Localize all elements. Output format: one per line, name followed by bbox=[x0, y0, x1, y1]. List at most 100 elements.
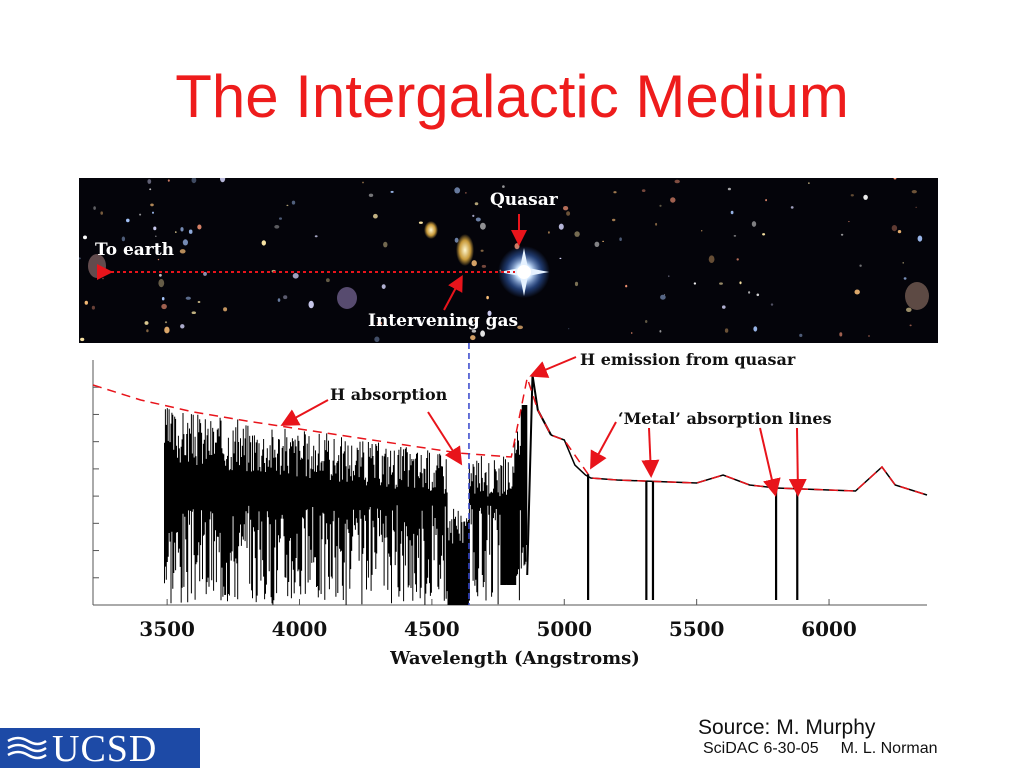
galaxy-dot bbox=[152, 211, 154, 214]
galaxy-dot bbox=[286, 204, 289, 207]
galaxy-dot bbox=[179, 249, 186, 254]
galaxy-dot bbox=[390, 190, 394, 193]
to-earth-label: To earth bbox=[95, 240, 174, 260]
absorption-forest bbox=[164, 405, 528, 605]
galaxy-dot bbox=[727, 187, 732, 191]
galaxy-dot bbox=[612, 218, 616, 222]
spiral-galaxy bbox=[905, 282, 929, 310]
galaxy-dot bbox=[566, 211, 571, 216]
galaxy-dot bbox=[377, 321, 383, 326]
galaxy-dot bbox=[144, 321, 149, 325]
x-tick-label: 5500 bbox=[669, 617, 725, 641]
galaxy-dot bbox=[502, 185, 505, 188]
galaxy-dot bbox=[83, 235, 87, 240]
galaxy bbox=[424, 221, 438, 239]
galaxy-dot bbox=[180, 324, 185, 329]
galaxy-dot bbox=[167, 179, 170, 182]
galaxy-dot bbox=[326, 278, 330, 283]
galaxy-dot bbox=[660, 294, 666, 300]
galaxy-dot bbox=[799, 333, 803, 337]
source-credit: Source: M. Murphy bbox=[698, 716, 876, 739]
galaxy-dot bbox=[893, 178, 897, 180]
sky-image-art bbox=[79, 178, 929, 343]
galaxy-dot bbox=[547, 231, 550, 234]
emission-peak bbox=[526, 374, 552, 576]
galaxy-dot bbox=[850, 194, 854, 197]
galaxy-dot bbox=[274, 225, 280, 229]
galaxy-dot bbox=[915, 206, 918, 208]
galaxy-dot bbox=[625, 284, 628, 288]
galaxy-dot bbox=[670, 197, 676, 203]
galaxy-dot bbox=[362, 181, 364, 184]
galaxy-dot bbox=[751, 221, 757, 227]
galaxy-dot bbox=[733, 235, 737, 237]
footer-author: M. L. Norman bbox=[840, 740, 938, 757]
galaxy-dot bbox=[574, 281, 579, 287]
galaxy-dot bbox=[261, 240, 266, 246]
spectrum-lines bbox=[92, 374, 928, 576]
logo-text: UCSD bbox=[52, 728, 158, 770]
galaxy-dot bbox=[383, 241, 388, 248]
galaxy-dot bbox=[223, 307, 228, 312]
galaxy-dot bbox=[868, 335, 870, 337]
galaxy-dot bbox=[481, 264, 487, 268]
x-tick-label: 4000 bbox=[272, 617, 328, 641]
galaxy-dot bbox=[157, 258, 160, 261]
galaxy-dot bbox=[159, 273, 162, 277]
galaxy-dot bbox=[153, 226, 157, 231]
galaxy-dot bbox=[563, 206, 569, 211]
galaxy-dot bbox=[558, 223, 564, 230]
galaxy-dot bbox=[748, 291, 751, 294]
slide-title: The Intergalactic Medium bbox=[175, 63, 849, 130]
h-absorption-label: H absorption bbox=[330, 385, 448, 404]
x-tick-label: 6000 bbox=[801, 617, 857, 641]
galaxy-dot bbox=[663, 294, 666, 296]
galaxy-dot bbox=[909, 324, 912, 327]
galaxy-dot bbox=[220, 178, 226, 183]
galaxy-dot bbox=[149, 188, 152, 191]
galaxy-dot bbox=[765, 199, 767, 202]
wave-logo-icon bbox=[7, 736, 47, 760]
galaxy-dot bbox=[164, 321, 168, 324]
galaxy-dot bbox=[906, 307, 912, 312]
metal-lines bbox=[587, 474, 799, 600]
galaxy-dot bbox=[182, 239, 188, 246]
h-absorption-arrow-left bbox=[280, 399, 329, 426]
galaxy-dot bbox=[161, 303, 167, 310]
galaxy-dot bbox=[693, 282, 697, 285]
galaxy-dot bbox=[308, 300, 314, 309]
galaxy-dot bbox=[475, 217, 481, 222]
galaxy-dot bbox=[454, 187, 461, 194]
galaxy-dot bbox=[156, 250, 160, 253]
galaxy-dot bbox=[840, 233, 844, 236]
galaxy-dot bbox=[724, 328, 729, 333]
metal-lines-label: ‘Metal’ absorption lines bbox=[618, 409, 832, 428]
galaxy-dot bbox=[659, 204, 662, 207]
galaxy-dot bbox=[487, 310, 492, 316]
galaxy-dot bbox=[373, 213, 378, 219]
galaxy-dot bbox=[147, 179, 152, 184]
chart-axes bbox=[92, 360, 927, 606]
galaxy-dot bbox=[480, 330, 485, 337]
galaxy-dot bbox=[180, 227, 184, 232]
galaxy-dot bbox=[472, 214, 475, 217]
galaxy-dot bbox=[659, 330, 662, 333]
galaxy-dot bbox=[574, 231, 580, 237]
galaxy-dot bbox=[93, 206, 96, 210]
galaxy-dot bbox=[185, 296, 191, 300]
galaxy-dot bbox=[517, 325, 523, 330]
quasar-source bbox=[498, 246, 550, 298]
galaxy-dot bbox=[739, 281, 742, 285]
metal-arrow-4 bbox=[788, 427, 807, 497]
galaxy-dot bbox=[859, 264, 862, 267]
galaxy-dot bbox=[808, 182, 810, 184]
galaxy-dot bbox=[486, 295, 489, 300]
galaxy-dot bbox=[197, 301, 201, 303]
galaxy-dot bbox=[91, 305, 95, 310]
galaxy-dot bbox=[418, 221, 423, 224]
galaxy-dot bbox=[770, 303, 774, 306]
galaxy-dot bbox=[708, 255, 715, 263]
galaxy-dot bbox=[730, 210, 734, 215]
galaxy-dot bbox=[79, 257, 81, 260]
galaxy-dot bbox=[645, 320, 648, 323]
